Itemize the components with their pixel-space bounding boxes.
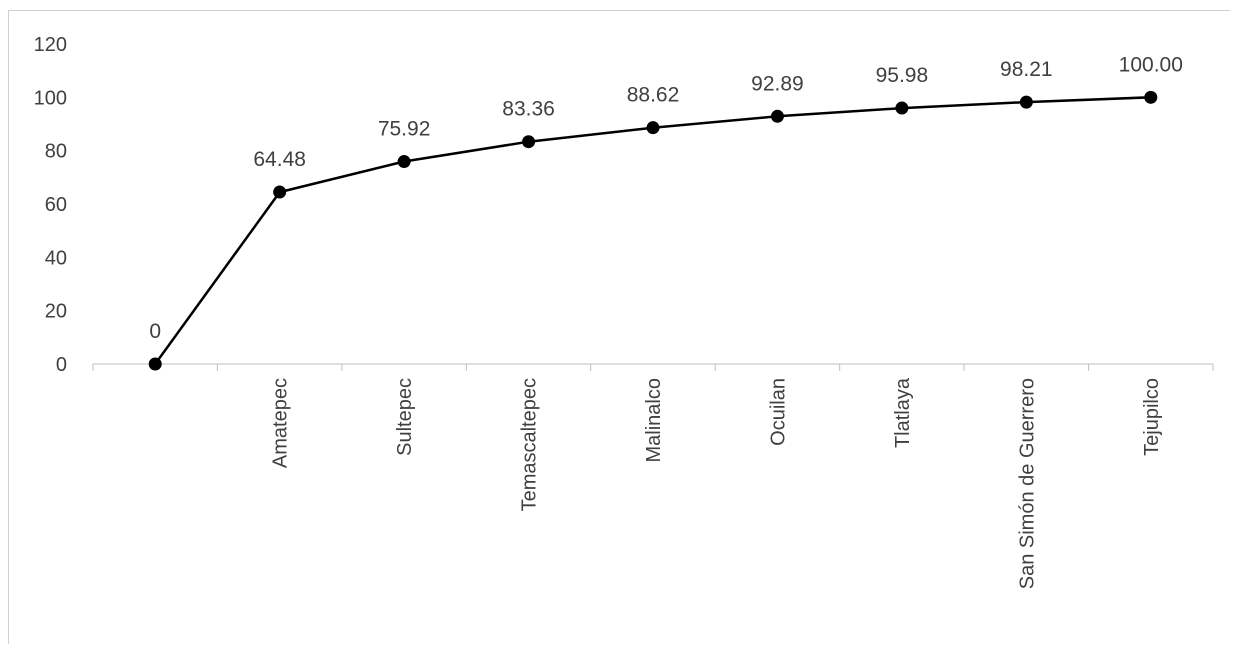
y-tick-label: 120 <box>34 34 67 56</box>
category-label: Ocuilan <box>767 378 789 446</box>
category-label: Tejupilco <box>1141 378 1163 456</box>
data-label: 95.98 <box>876 64 929 87</box>
data-label: 83.36 <box>502 98 555 121</box>
x-axis <box>92 363 1214 371</box>
data-label: 75.92 <box>378 118 431 141</box>
data-label: 88.62 <box>627 84 680 107</box>
y-tick-label: 100 <box>34 87 67 109</box>
y-tick-label: 0 <box>56 354 67 376</box>
data-point <box>770 109 784 123</box>
category-label: Malinalco <box>643 378 665 462</box>
category-label: Amatepec <box>270 378 292 468</box>
y-tick-label: 20 <box>45 301 67 323</box>
y-tick-label: 80 <box>45 141 67 163</box>
chart-frame <box>8 10 1230 644</box>
data-labels: 0 64.48 75.92 83.36 88.62 92.89 95.98 98.21 100.… <box>149 53 1183 343</box>
series-line <box>154 96 1151 365</box>
data-label: 0 <box>149 320 161 343</box>
category-label: San Simón de Guerrero <box>1016 378 1038 589</box>
data-label: 92.89 <box>751 72 804 95</box>
data-point <box>1019 95 1033 109</box>
category-label: Sultepec <box>394 378 416 456</box>
data-label: 100.00 <box>1119 53 1183 76</box>
series-line-group <box>154 96 1151 365</box>
y-tick-label: 40 <box>45 247 67 269</box>
y-tick-label: 60 <box>45 194 67 216</box>
data-point <box>397 155 411 169</box>
category-labels: Amatepec Sultepec Temascaltepec Malinalco Oc… <box>270 377 1163 589</box>
data-point <box>895 101 909 115</box>
data-point <box>1144 90 1158 104</box>
category-label: Temascaltepec <box>519 378 541 511</box>
y-axis-tick-labels: 0 20 40 60 80 100 120 <box>34 34 67 376</box>
data-point <box>646 121 660 135</box>
series-markers <box>148 90 1158 371</box>
category-label: Tlatlaya <box>892 377 914 448</box>
data-label: 64.48 <box>253 148 306 171</box>
data-point <box>522 135 536 149</box>
data-label: 98.21 <box>1000 58 1053 81</box>
data-point <box>273 185 287 199</box>
data-point <box>148 357 162 371</box>
